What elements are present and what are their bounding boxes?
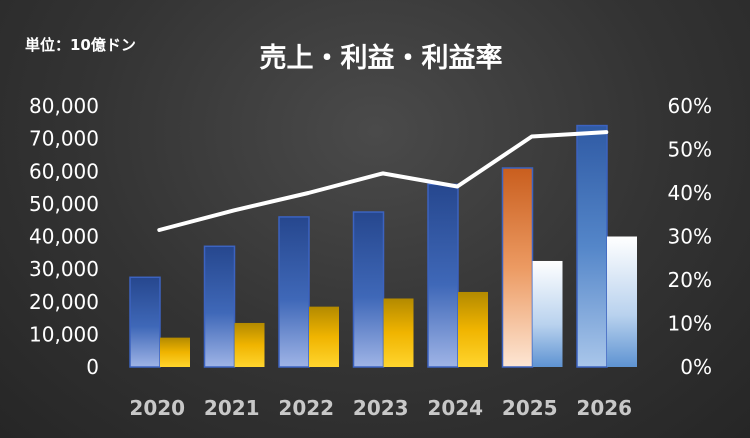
right-axis-tick: 50% [668, 138, 712, 162]
x-axis-tick-2025: 2025 [502, 396, 558, 420]
left-axis-tick: 10,000 [29, 322, 99, 346]
unit-label: 単位：10億ドン [25, 36, 136, 54]
bar-series1-2022 [278, 216, 310, 368]
left-axis-tick: 0 [86, 355, 99, 379]
bar-series1-2023 [352, 211, 385, 368]
bar-series2-2020 [160, 337, 190, 367]
bar-series2-2021 [234, 322, 265, 367]
x-axis-tick-2022: 2022 [278, 396, 334, 420]
series-line [157, 130, 609, 232]
left-axis-tick: 40,000 [29, 225, 99, 249]
bar-series2-2023 [383, 298, 414, 367]
bar-series2-2026 [607, 236, 637, 367]
left-axis-tick: 60,000 [29, 159, 99, 183]
x-axis-tick-2024: 2024 [427, 396, 483, 420]
left-axis-tick: 80,000 [29, 94, 99, 118]
right-axis-tick: 0% [680, 355, 712, 379]
chart-title: 売上・利益・利益率 [259, 43, 503, 74]
bar-series1-2020 [129, 276, 161, 368]
bar-series1-2025 [501, 167, 534, 368]
bar-series2-2024 [458, 291, 488, 367]
left-axis-tick: 50,000 [29, 192, 99, 216]
right-axis-tick: 30% [668, 225, 712, 249]
x-axis-tick-2023: 2023 [353, 396, 409, 420]
x-axis-tick-2026: 2026 [576, 396, 632, 420]
right-axis-tick: 60% [668, 94, 712, 118]
bar-series1-2026 [576, 124, 608, 368]
left-axis-tick: 70,000 [29, 127, 99, 151]
left-axis-tick: 30,000 [29, 257, 99, 281]
right-axis-tick: 40% [668, 181, 712, 205]
left-axis-tick: 20,000 [29, 290, 99, 314]
x-axis-tick-2021: 2021 [204, 396, 260, 420]
bar-series1-2021 [203, 245, 236, 368]
bar-series1-2024 [427, 183, 459, 368]
right-axis-tick: 10% [668, 312, 712, 336]
right-axis-tick: 20% [668, 268, 712, 292]
bar-series2-2025 [532, 260, 563, 367]
x-axis-tick-2020: 2020 [129, 396, 185, 420]
bar-series2-2022 [309, 306, 339, 367]
